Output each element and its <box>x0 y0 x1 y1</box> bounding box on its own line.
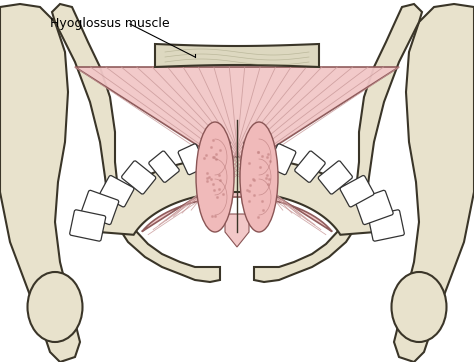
Polygon shape <box>225 214 249 247</box>
FancyBboxPatch shape <box>100 176 134 207</box>
Polygon shape <box>87 157 387 235</box>
FancyBboxPatch shape <box>70 210 106 241</box>
FancyBboxPatch shape <box>210 142 233 169</box>
FancyBboxPatch shape <box>295 151 325 182</box>
Text: Hyoglossus muscle: Hyoglossus muscle <box>50 17 170 30</box>
FancyBboxPatch shape <box>340 176 374 207</box>
Polygon shape <box>155 44 319 67</box>
FancyBboxPatch shape <box>81 190 119 224</box>
FancyBboxPatch shape <box>178 144 206 175</box>
FancyBboxPatch shape <box>121 161 156 194</box>
Ellipse shape <box>392 272 447 342</box>
FancyBboxPatch shape <box>241 142 264 169</box>
Ellipse shape <box>196 122 234 232</box>
Polygon shape <box>75 67 399 232</box>
FancyBboxPatch shape <box>368 210 404 241</box>
FancyBboxPatch shape <box>318 161 353 194</box>
Polygon shape <box>394 4 474 362</box>
Ellipse shape <box>27 272 82 342</box>
Polygon shape <box>0 4 80 362</box>
FancyBboxPatch shape <box>268 144 296 175</box>
FancyBboxPatch shape <box>355 190 393 224</box>
Polygon shape <box>52 4 220 282</box>
Ellipse shape <box>240 122 278 232</box>
FancyBboxPatch shape <box>149 151 179 182</box>
Polygon shape <box>254 4 422 282</box>
